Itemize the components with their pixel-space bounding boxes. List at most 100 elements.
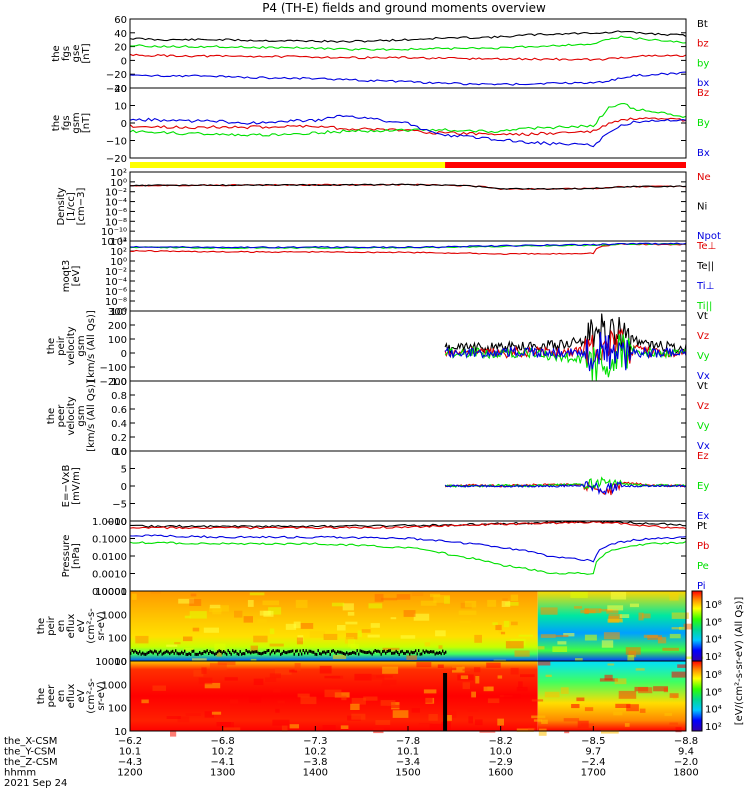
y-axis-label-line: E=−VxB <box>61 465 72 508</box>
spectrogram-cell <box>166 716 181 719</box>
y-tick-label: 0 <box>121 482 127 493</box>
legend-Npot: Npot <box>697 231 721 242</box>
trace-dot <box>238 652 240 656</box>
y-axis-label-line: Density <box>56 187 67 225</box>
trace-dot <box>361 649 363 653</box>
legend-Vt: Vt <box>697 311 708 322</box>
trace-dot <box>374 649 376 652</box>
spectrogram-cell <box>294 663 301 671</box>
colorbar-tick-label: 10⁸ <box>705 670 722 681</box>
series-Ez <box>444 481 687 496</box>
trace-dot <box>209 649 211 653</box>
spectrogram-cell <box>538 728 547 736</box>
y-axis-label-line: peer <box>56 404 67 428</box>
x-row-label: the_Y-CSM <box>4 747 56 758</box>
trace-dot <box>230 652 232 656</box>
spectrogram-cell <box>510 594 519 602</box>
spectrogram-cell <box>368 674 385 680</box>
x-row-value: 10.2 <box>304 747 326 758</box>
series-layer-7 <box>129 520 687 575</box>
spectrogram-cell <box>518 681 523 688</box>
trace-dot <box>281 651 283 655</box>
trace-dot <box>334 650 336 654</box>
y-axis-label-line: [nT] <box>81 43 92 63</box>
y-axis-label-line: gse <box>71 45 82 63</box>
y-tick-label: 0.4 <box>111 419 127 430</box>
trace-dot <box>161 652 163 656</box>
y-axis-label-line: (cm²-s- <box>86 678 97 714</box>
x-row-value: −3.8 <box>303 757 327 768</box>
spectrogram-cell <box>425 697 433 703</box>
spectrogram-cell <box>316 706 331 711</box>
spectrogram-cell <box>418 723 433 726</box>
trace-dot <box>407 650 409 654</box>
y-tick-label: 10 <box>114 727 127 738</box>
x-row-value: −6.8 <box>211 736 235 747</box>
x-row-value: −8.5 <box>581 736 605 747</box>
trace-dot <box>433 650 435 654</box>
trace-dot <box>182 651 184 655</box>
spectrogram-cell <box>669 693 679 698</box>
trace-dot <box>353 651 355 655</box>
legend-Ne: Ne <box>697 172 711 183</box>
spectrogram-cell <box>257 619 267 626</box>
panel-frame-6 <box>129 450 687 522</box>
ion-trace <box>130 649 447 656</box>
spectrogram-cell <box>141 699 149 704</box>
panel-efield: 10 5 0 −5 −10 E=−VxB [mV/m] Ez Ey Ex <box>61 447 709 528</box>
y-tick-label: 10⁰ <box>110 178 127 189</box>
series-Ti|| <box>129 242 687 249</box>
colorbar-strip <box>691 590 703 662</box>
spectrogram-cell <box>322 725 336 731</box>
series-Vy <box>444 334 687 382</box>
spectrogram-cell <box>428 714 438 721</box>
spectrogram-cell <box>403 610 416 617</box>
trace-dot <box>400 650 402 654</box>
trace-dot <box>175 649 177 653</box>
y-axis-label: Pressure [nPa] <box>61 535 82 578</box>
y-tick-label: 0.1000 <box>92 535 127 546</box>
y-axis-label-line: peer <box>46 684 57 708</box>
trace-dot <box>253 650 255 654</box>
y-axis-label-line: en <box>56 620 67 633</box>
spectrogram-cell <box>275 708 280 713</box>
series-layer-3 <box>129 242 687 255</box>
y-axis-label-line: velocity <box>66 326 77 365</box>
trace-dot <box>410 650 412 654</box>
trace-dot <box>373 650 375 654</box>
legend-Vt: Vt <box>697 381 708 392</box>
y-axis-label: the fgs gse [nT] <box>51 43 92 63</box>
trace-dot <box>439 651 441 654</box>
spectrogram-cell <box>293 621 301 629</box>
spectrogram-cell <box>289 669 298 673</box>
colorbar-tick-label: 10⁴ <box>705 635 722 646</box>
spectrogram-cell <box>211 711 222 715</box>
trace-dot <box>133 650 135 654</box>
spectrogram-cell <box>531 715 546 719</box>
trace-dot <box>130 651 132 655</box>
trace-dot <box>139 650 141 654</box>
spectrogram-cell <box>671 671 686 678</box>
legend-Pt: Pt <box>697 521 707 532</box>
legend-Ey: Ey <box>697 481 709 492</box>
trace-dot <box>427 650 429 654</box>
spectrogram-cell <box>309 630 325 638</box>
y-tick-label: 100 <box>108 704 127 715</box>
trace-dot <box>215 651 217 655</box>
spectrogram-cell <box>424 642 431 647</box>
y-axis-label-line: peir <box>46 615 57 635</box>
spectrogram-cell <box>224 677 238 681</box>
trace-dot <box>181 650 183 654</box>
colorbar-tick-label: 10⁶ <box>705 687 722 698</box>
trace-dot <box>272 649 274 653</box>
spectrogram-cell <box>222 727 241 732</box>
spectrogram-cell <box>635 668 645 671</box>
y-tick-label: 40 <box>114 29 127 40</box>
colorbar-tick-label: 10² <box>705 722 722 733</box>
trace-dot <box>179 652 181 656</box>
spectrogram-cell <box>487 599 497 607</box>
spectrogram-cell <box>177 716 190 723</box>
x-row-label: the_X-CSM <box>4 736 57 747</box>
